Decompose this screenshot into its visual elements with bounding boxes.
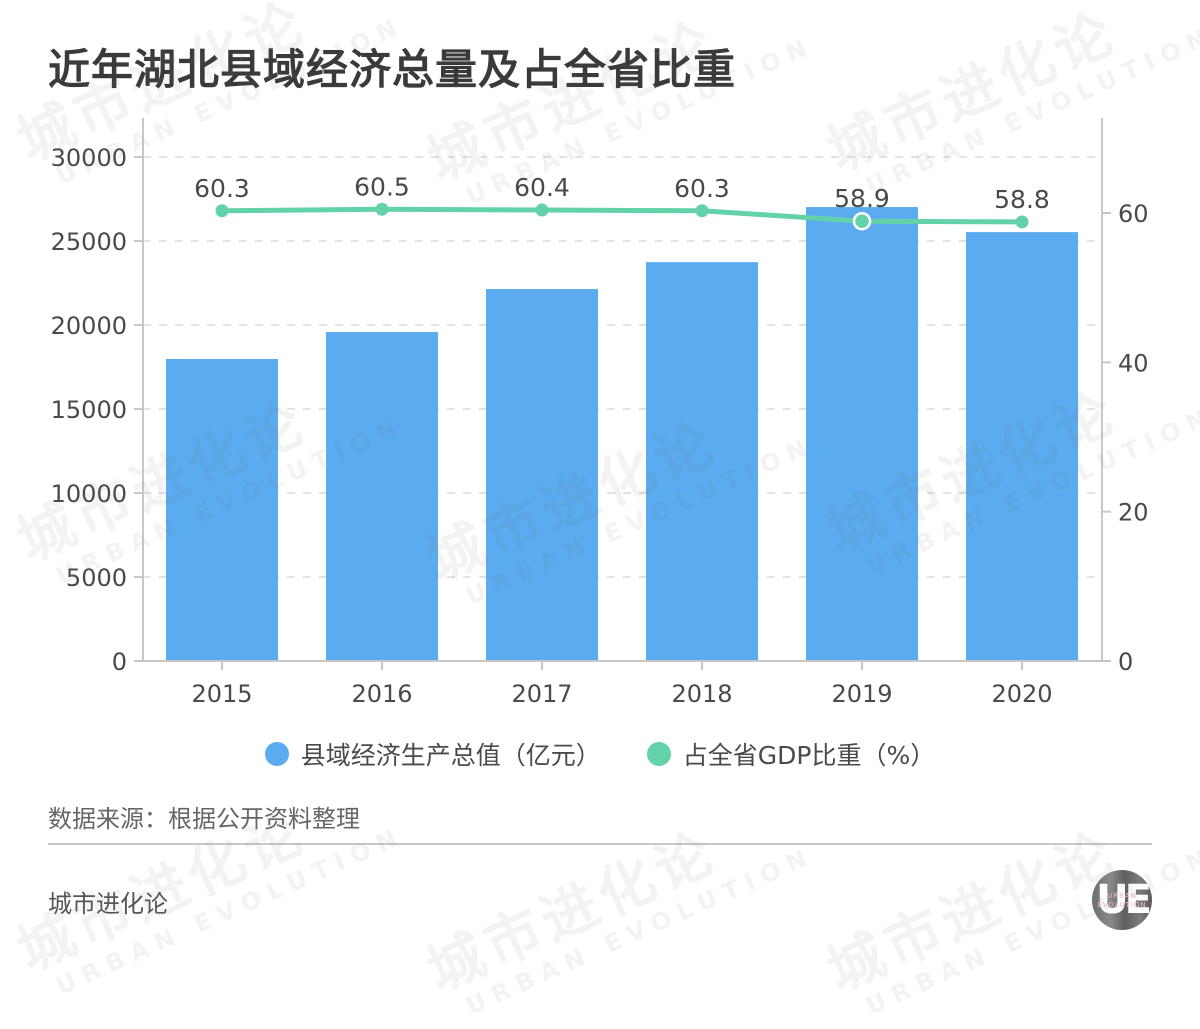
share-line xyxy=(221,206,1023,225)
left-axis-label: 20000 xyxy=(51,312,127,340)
point-value-label: 58.9 xyxy=(834,184,890,213)
line-series xyxy=(215,202,1029,231)
bar-2019[interactable] xyxy=(806,207,918,661)
line-point-2019[interactable] xyxy=(852,211,872,231)
line-point-2018[interactable] xyxy=(695,204,709,218)
data-labels: 60.3 60.5 60.4 60.3 58.9 58.8 xyxy=(194,172,1050,214)
data-source: 数据来源：根据公开资料整理 xyxy=(48,805,360,833)
left-axis-label: 10000 xyxy=(51,480,127,508)
line-point-2017[interactable] xyxy=(535,203,549,217)
x-axis-label: 2020 xyxy=(991,680,1052,708)
left-axis-label: 0 xyxy=(112,648,127,676)
left-axis-label: 5000 xyxy=(66,564,127,592)
chart-area: 0 5000 10000 15000 20000 25000 30000 0 20 40 60 201… xyxy=(51,118,1149,708)
logo-text-line2: EVOLUTION xyxy=(1097,901,1147,909)
right-axis-label: 60 xyxy=(1118,200,1149,228)
line-point-2015[interactable] xyxy=(215,204,229,218)
brand-name: 城市进化论 xyxy=(48,890,168,918)
bar-2018[interactable] xyxy=(646,262,758,661)
x-axis-label: 2016 xyxy=(351,680,412,708)
axes: 0 5000 10000 15000 20000 25000 30000 0 20 40 60 201… xyxy=(51,118,1149,708)
legend-item-gdp[interactable]: 县域经济生产总值（亿元） xyxy=(264,736,601,772)
point-value-label: 60.5 xyxy=(354,172,410,201)
point-value-label: 58.8 xyxy=(994,185,1050,214)
legend-bar-dot-icon xyxy=(264,742,289,766)
x-axis-label: 2017 xyxy=(511,680,572,708)
bar-2016[interactable] xyxy=(326,332,438,661)
left-axis-label: 25000 xyxy=(51,228,127,256)
bar-2015[interactable] xyxy=(166,358,278,661)
chart-title: 近年湖北县域经济总量及占全省比重 xyxy=(48,45,737,94)
legend-line-dot-icon xyxy=(646,742,671,766)
x-axis-label: 2015 xyxy=(191,680,252,708)
legend: 县域经济生产总值（亿元） 占全省GDP比重（%） xyxy=(0,736,1200,772)
bar-series xyxy=(166,207,1078,661)
x-axis-label: 2018 xyxy=(671,680,732,708)
right-axis-label: 40 xyxy=(1118,349,1149,377)
legend-label: 县域经济生产总值（亿元） xyxy=(300,741,601,770)
right-axis-label: 0 xyxy=(1118,648,1133,676)
brand-logo-icon: UE URBAN EVOLUTION xyxy=(1092,870,1152,930)
legend-item-share[interactable]: 占全省GDP比重（%） xyxy=(646,736,936,772)
point-value-label: 60.3 xyxy=(194,174,250,203)
left-axis-label: 30000 xyxy=(51,144,127,172)
point-value-label: 60.4 xyxy=(514,173,570,202)
bar-2020[interactable] xyxy=(966,232,1078,661)
line-point-2016[interactable] xyxy=(375,202,389,216)
x-axis-label: 2019 xyxy=(831,680,892,708)
bar-2017[interactable] xyxy=(486,289,598,661)
right-axis-label: 20 xyxy=(1118,499,1149,527)
divider xyxy=(48,843,1152,845)
logo-text-line1: URBAN xyxy=(1107,892,1137,900)
logo-mark: UE xyxy=(1096,877,1152,923)
legend-label: 占全省GDP比重（%） xyxy=(682,741,936,770)
left-axis-label: 15000 xyxy=(51,396,127,424)
line-point-2020[interactable] xyxy=(1015,215,1029,229)
point-value-label: 60.3 xyxy=(674,174,730,203)
